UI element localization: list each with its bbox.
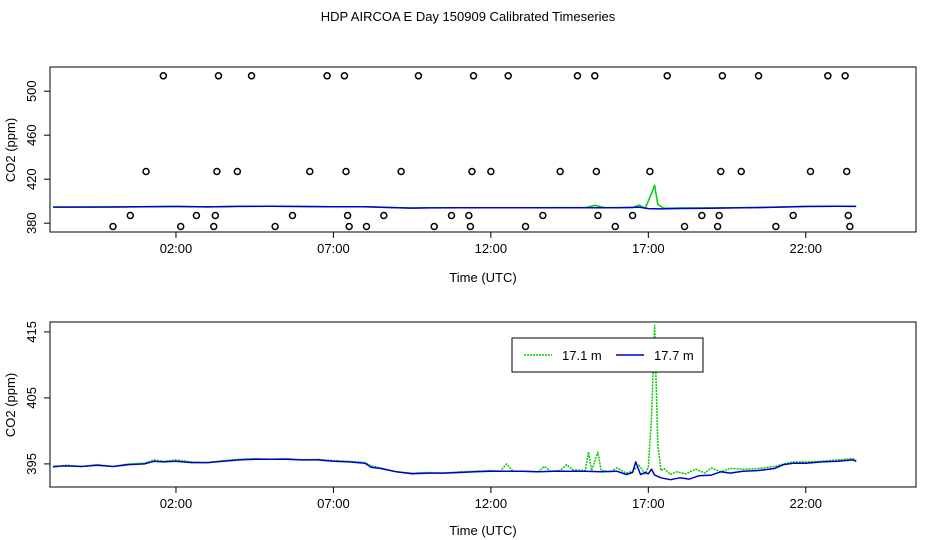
data-point bbox=[159, 72, 168, 80]
y-tick-label: 395 bbox=[24, 453, 39, 475]
data-point bbox=[306, 167, 314, 176]
top-panel: 02:00 07:00 12:00 17:00 22:00 380 420 460 500 T… bbox=[3, 66, 917, 285]
legend-label-17-1m: 17.1 m bbox=[562, 348, 602, 363]
y-axis: 395 405 415 bbox=[24, 321, 50, 475]
data-point bbox=[680, 222, 689, 231]
data-point bbox=[628, 211, 637, 220]
data-point bbox=[126, 211, 135, 220]
data-point bbox=[109, 222, 117, 231]
x-tick-label: 02:00 bbox=[160, 241, 193, 256]
x-tick-label: 22:00 bbox=[790, 241, 823, 256]
bottom-panel: 02:00 07:00 12:00 17:00 22:00 395 405 415 Time… bbox=[3, 321, 917, 538]
data-point bbox=[504, 72, 512, 80]
plot-frame bbox=[49, 321, 917, 488]
data-point bbox=[592, 167, 601, 176]
data-point bbox=[789, 211, 797, 220]
data-point bbox=[340, 72, 349, 80]
data-point bbox=[430, 222, 438, 231]
y-axis: 380 420 460 500 bbox=[24, 80, 50, 234]
data-point bbox=[343, 211, 352, 220]
data-point bbox=[556, 167, 564, 176]
data-point bbox=[841, 72, 849, 80]
data-point bbox=[342, 167, 350, 176]
data-point bbox=[142, 167, 150, 176]
data-point bbox=[573, 72, 582, 80]
x-axis: 02:00 07:00 12:00 17:00 22:00 bbox=[160, 487, 822, 511]
x-tick-label: 07:00 bbox=[317, 496, 350, 511]
data-layer bbox=[53, 72, 857, 231]
data-layer bbox=[52, 324, 857, 481]
x-tick-label: 17:00 bbox=[632, 241, 665, 256]
data-point bbox=[233, 167, 242, 176]
data-point bbox=[842, 167, 851, 176]
plot-frame bbox=[49, 66, 917, 233]
data-point bbox=[737, 167, 745, 176]
data-point bbox=[754, 72, 763, 80]
data-point bbox=[715, 211, 723, 220]
series-line-0 bbox=[53, 184, 857, 210]
data-point bbox=[211, 211, 220, 220]
data-point bbox=[663, 72, 671, 80]
data-point bbox=[323, 72, 331, 80]
x-axis-label: Time (UTC) bbox=[449, 270, 516, 285]
data-point bbox=[214, 72, 223, 80]
data-point bbox=[447, 211, 456, 220]
y-tick-label: 380 bbox=[24, 212, 39, 234]
data-point bbox=[611, 222, 620, 231]
data-point bbox=[698, 211, 706, 220]
data-point bbox=[468, 167, 476, 176]
y-tick-label: 500 bbox=[24, 80, 39, 102]
data-point bbox=[717, 167, 725, 176]
data-point bbox=[591, 72, 599, 80]
data-point bbox=[380, 211, 388, 220]
data-point bbox=[594, 211, 602, 220]
data-point bbox=[487, 167, 495, 176]
series-line-1 bbox=[53, 205, 857, 210]
data-point bbox=[362, 222, 371, 231]
data-point bbox=[824, 72, 832, 80]
legend: 17.1 m 17.7 m bbox=[511, 337, 704, 373]
data-point bbox=[345, 222, 353, 231]
data-point bbox=[718, 72, 727, 80]
data-point bbox=[846, 222, 854, 231]
x-tick-label: 17:00 bbox=[632, 496, 665, 511]
data-point bbox=[271, 222, 279, 231]
data-point bbox=[414, 72, 423, 80]
data-point bbox=[397, 167, 405, 176]
x-tick-label: 22:00 bbox=[790, 496, 823, 511]
y-tick-label: 415 bbox=[24, 321, 39, 343]
series-line-1 bbox=[53, 458, 857, 481]
x-axis-label: Time (UTC) bbox=[449, 523, 516, 538]
x-tick-label: 12:00 bbox=[475, 496, 508, 511]
y-tick-label: 420 bbox=[24, 168, 39, 190]
legend-label-17-7m: 17.7 m bbox=[654, 348, 694, 363]
data-point bbox=[210, 222, 218, 231]
data-point bbox=[192, 211, 201, 220]
y-tick-label: 405 bbox=[24, 387, 39, 409]
chart-title: HDP AIRCOA E Day 150909 Calibrated Times… bbox=[320, 9, 616, 24]
data-point bbox=[465, 211, 473, 220]
y-tick-label: 460 bbox=[24, 124, 39, 146]
data-point bbox=[247, 72, 256, 80]
data-point bbox=[288, 211, 297, 220]
x-tick-label: 02:00 bbox=[160, 496, 193, 511]
data-point bbox=[772, 222, 780, 231]
x-tick-label: 07:00 bbox=[317, 241, 350, 256]
data-point bbox=[213, 167, 221, 176]
x-tick-label: 12:00 bbox=[475, 241, 508, 256]
y-axis-label: CO2 (ppm) bbox=[3, 373, 18, 437]
data-point bbox=[646, 167, 654, 176]
data-point bbox=[806, 167, 815, 176]
data-point bbox=[539, 211, 547, 220]
data-point bbox=[521, 222, 530, 231]
data-point bbox=[176, 222, 185, 231]
data-point bbox=[844, 211, 853, 220]
y-axis-label: CO2 (ppm) bbox=[3, 118, 18, 182]
data-point bbox=[469, 72, 478, 80]
series-line-0 bbox=[52, 324, 857, 476]
x-axis: 02:00 07:00 12:00 17:00 22:00 bbox=[160, 232, 822, 256]
data-point bbox=[713, 222, 722, 231]
data-point bbox=[466, 222, 475, 231]
